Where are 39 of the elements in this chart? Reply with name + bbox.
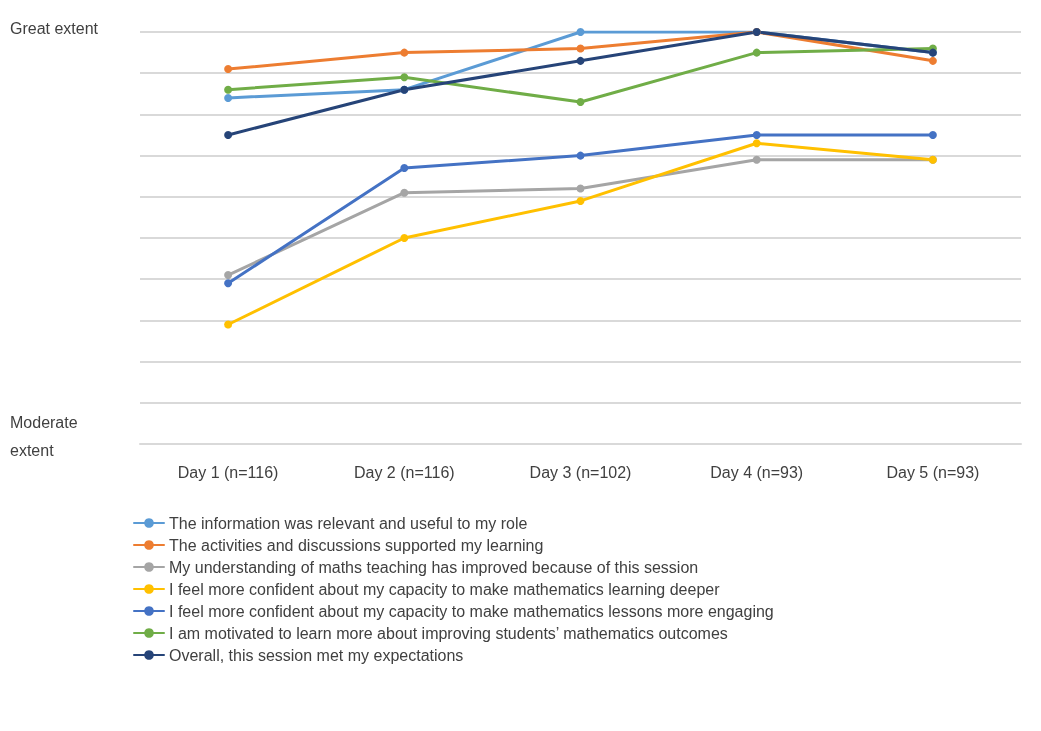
point [224, 93, 233, 102]
point [576, 151, 585, 160]
legend-label: The activities and discussions supported my learning [169, 536, 544, 554]
point [224, 131, 233, 139]
point [928, 56, 937, 65]
point [224, 85, 233, 94]
legend-label: My understanding of maths teaching has improved because of this session [169, 558, 699, 576]
x-tick-label: Day 5 (n=93) [886, 463, 980, 481]
legend-label: I feel more confident about my capacity to make mathematics lessons more engaging [169, 602, 774, 620]
point [400, 188, 409, 197]
point [576, 56, 585, 65]
point [576, 184, 585, 193]
point [928, 131, 937, 139]
point [752, 48, 761, 57]
point [400, 48, 409, 57]
legend-label: Overall, this session met my expectations [169, 646, 464, 664]
point [224, 279, 233, 288]
point [224, 320, 233, 329]
text: Great extent [10, 19, 99, 37]
x-tick-label: Day 4 (n=93) [710, 463, 804, 481]
point [400, 73, 409, 82]
point [576, 28, 585, 36]
point [224, 65, 233, 74]
point [752, 155, 761, 164]
point [576, 196, 585, 205]
x-tick-label: Day 2 (n=116) [353, 463, 455, 481]
point [400, 234, 409, 242]
point [576, 44, 585, 53]
x-tick-label: Day 1 (n=116) [177, 463, 279, 481]
point [752, 131, 761, 139]
point [752, 139, 761, 148]
x-tick-label: Day 3 (n=102) [529, 463, 632, 481]
legend-label: The information was relevant and useful to my role [169, 514, 528, 532]
point [400, 163, 409, 172]
point [576, 98, 585, 107]
legend-label: I feel more confident about my capacity to make mathematics learning deeper [169, 580, 721, 598]
point [224, 271, 233, 280]
legend-label: I am motivated to learn more about improving students’ mathematics outcomes [169, 624, 728, 642]
text: Moderate extent [10, 413, 83, 459]
